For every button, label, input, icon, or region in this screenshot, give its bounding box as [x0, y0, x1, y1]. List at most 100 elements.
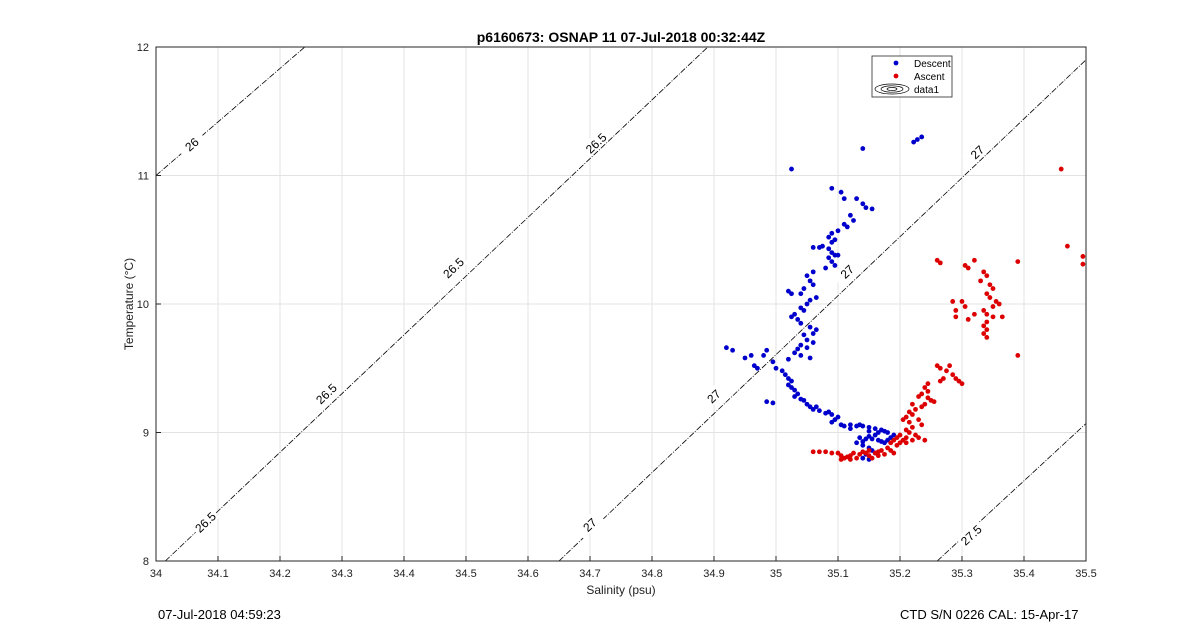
ascent-point: [984, 319, 990, 325]
descent-point: [869, 206, 875, 212]
ascent-point: [984, 291, 990, 297]
ascent-point: [1015, 259, 1021, 264]
x-tick-label: 34.8: [641, 568, 662, 580]
contour-label: 27: [698, 381, 729, 411]
ascent-point: [953, 308, 959, 313]
descent-point: [829, 185, 835, 191]
legend-label-descent: Descent: [914, 59, 951, 70]
ascent-point: [972, 257, 977, 263]
descent-point: [866, 424, 872, 430]
x-tick-label: 34.5: [455, 568, 476, 580]
descent-point: [860, 439, 866, 444]
descent-point: [826, 234, 832, 240]
footer-timestamp: 07-Jul-2018 04:59:23: [158, 607, 281, 622]
descent-point: [782, 372, 788, 378]
legend-marker-ascent: [893, 73, 899, 79]
ascent-point: [823, 449, 828, 455]
descent-point: [795, 317, 801, 322]
x-tick-label: 34.2: [269, 568, 290, 580]
descent-point: [817, 408, 822, 414]
descent-point: [792, 350, 797, 356]
ascent-point: [962, 304, 968, 309]
descent-point: [730, 347, 735, 353]
ascent-point: [987, 282, 993, 288]
ascent-point: [996, 301, 1002, 307]
descent-point: [841, 423, 847, 429]
contour-label-bg: [831, 256, 862, 286]
ascent-point: [1065, 243, 1070, 249]
descent-point: [851, 218, 856, 223]
ascent-point: [981, 331, 987, 336]
descent-point: [724, 345, 729, 351]
descent-point: [810, 340, 816, 345]
y-tick-label: 11: [138, 171, 149, 183]
ascent-point: [916, 417, 921, 423]
chart-title: p6160673: OSNAP 11 07-Jul-2018 00:32:44Z: [477, 29, 766, 45]
descent-point: [872, 432, 878, 438]
descent-point: [807, 324, 813, 330]
descent-point: [770, 400, 776, 406]
contour-label: 26.5: [189, 507, 220, 537]
ascent-point: [984, 335, 990, 340]
descent-point: [804, 301, 810, 307]
ascent-point: [1080, 254, 1086, 259]
descent-point: [848, 212, 853, 218]
x-tick-label: 35.5: [1075, 568, 1096, 580]
ascent-point: [916, 394, 921, 399]
descent-point: [838, 189, 844, 195]
descent-point: [860, 442, 866, 448]
descent-point: [764, 347, 770, 353]
descent-point: [860, 146, 866, 151]
series-descent: [724, 134, 925, 462]
ascent-point: [981, 269, 987, 275]
x-tick-label: 35.3: [951, 568, 972, 580]
x-tick-label: 35: [770, 568, 782, 580]
descent-point: [860, 455, 866, 461]
descent-point: [789, 378, 794, 384]
ascent-point: [810, 449, 816, 455]
ascent-point: [959, 381, 965, 387]
ascent-point: [944, 368, 949, 374]
ascent-point: [875, 453, 881, 459]
descent-point: [807, 355, 813, 361]
ascent-point: [959, 299, 965, 304]
ascent-point: [965, 265, 971, 271]
x-tick-label: 34.1: [207, 568, 228, 580]
descent-point: [789, 291, 794, 297]
ascent-point: [817, 449, 822, 455]
descent-point: [857, 435, 863, 441]
ascent-point: [1080, 261, 1086, 267]
descent-point: [869, 436, 875, 442]
legend-marker-data1-contour-icon: [874, 83, 910, 95]
x-tick-label: 34.6: [517, 568, 538, 580]
descent-point: [801, 286, 807, 291]
descent-point: [817, 245, 822, 250]
descent-point: [801, 397, 807, 403]
contour-line-27: [558, 59, 1086, 561]
contour-label-bg: [961, 136, 992, 167]
descent-point: [829, 259, 835, 264]
descent-point: [798, 320, 804, 326]
descent-point: [872, 426, 878, 432]
descent-point: [789, 314, 794, 320]
grid: [155, 46, 1087, 562]
ascent-point: [981, 323, 987, 329]
descent-point: [832, 263, 838, 268]
ascent-point: [854, 455, 859, 461]
descent-point: [826, 255, 832, 261]
descent-point: [798, 353, 804, 358]
x-tick-label: 34.7: [579, 568, 600, 580]
ascent-point: [984, 311, 990, 317]
contour-label-bg: [574, 509, 605, 540]
descent-point: [823, 265, 828, 271]
ascent-point: [919, 404, 925, 410]
ascent-point: [999, 314, 1005, 320]
descent-point: [810, 282, 816, 288]
y-tick-label: 8: [143, 556, 149, 568]
descent-point: [795, 346, 801, 352]
ascent-point: [848, 457, 853, 462]
descent-point: [764, 399, 770, 405]
descent-point: [786, 356, 791, 362]
ascent-point: [990, 286, 996, 291]
legend: Descent Ascent data1: [871, 55, 953, 98]
